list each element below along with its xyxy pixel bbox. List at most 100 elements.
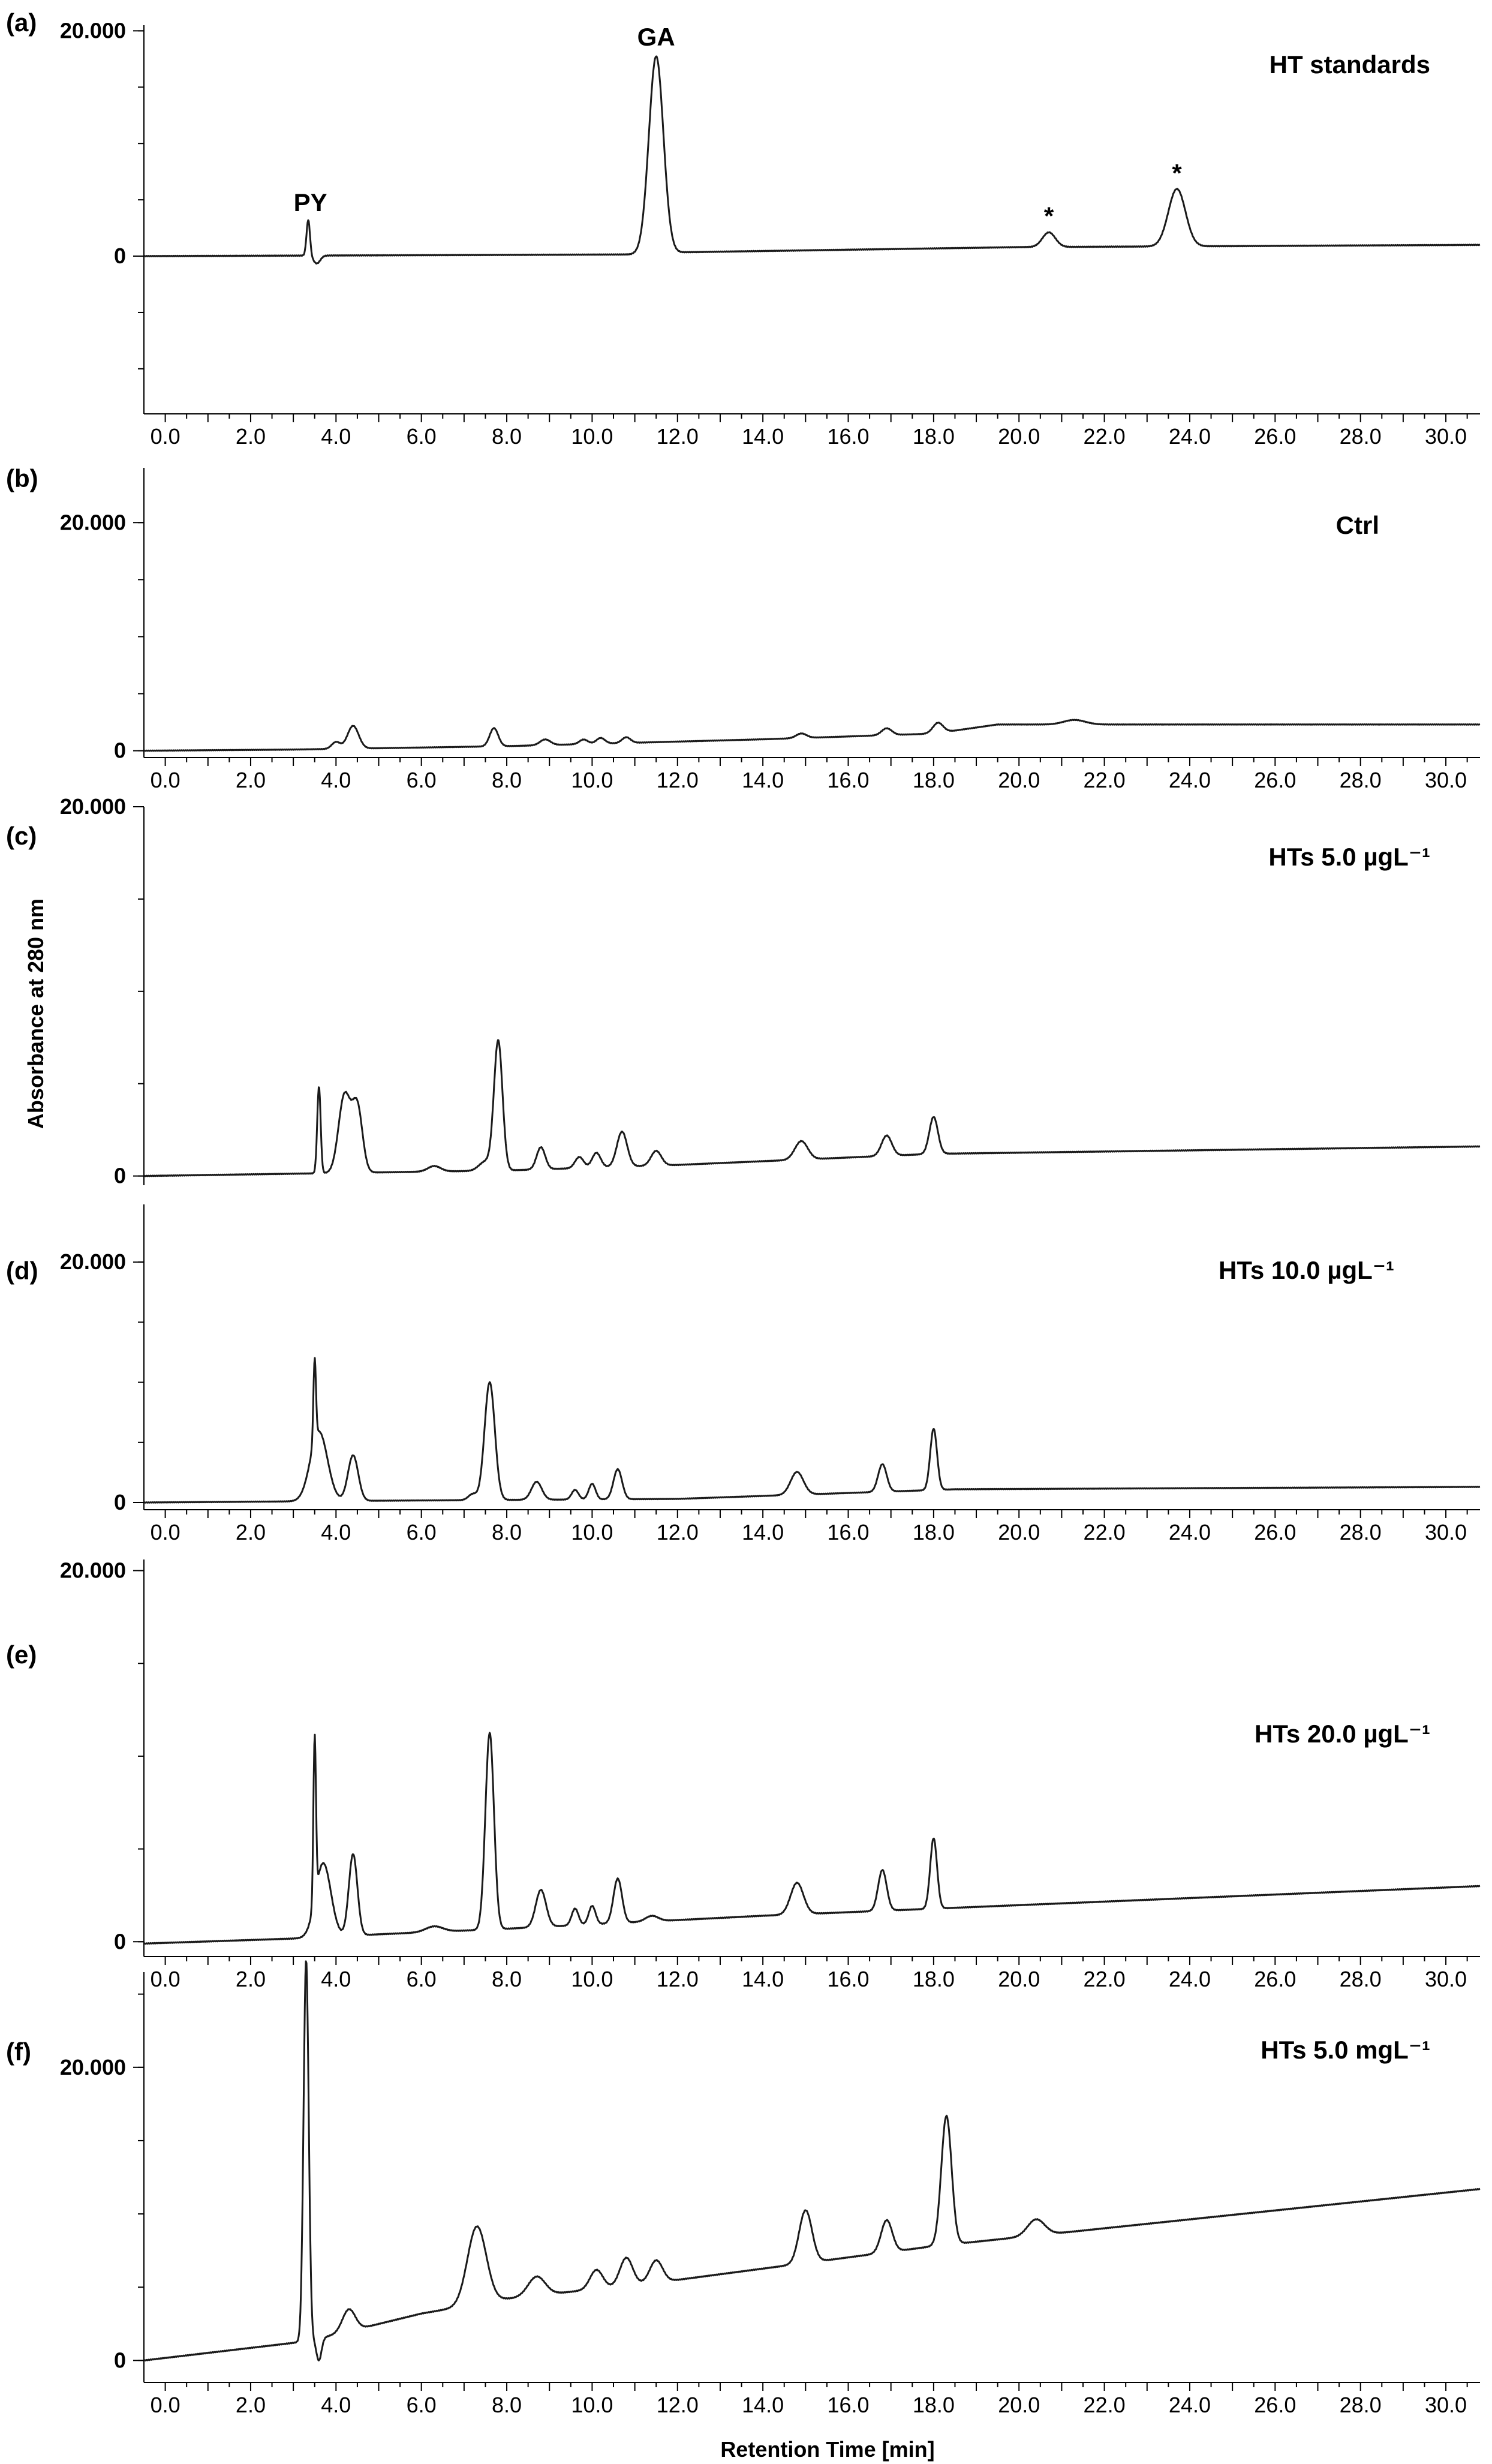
panel-letter: (a) bbox=[6, 8, 37, 37]
x-tick-label: 10.0 bbox=[571, 2393, 613, 2417]
chromatogram-trace bbox=[143, 719, 1481, 752]
y-axis-title: Absorbance at 280 nm bbox=[23, 899, 48, 1129]
x-tick-label: 10.0 bbox=[571, 1967, 613, 1991]
panel-c: (c) 20.000 0 HTs 5.0 µgL⁻¹ bbox=[6, 794, 1481, 1188]
sample-label: HTs 5.0 µgL⁻¹ bbox=[1268, 843, 1430, 871]
y-tick-label: 20.000 bbox=[60, 794, 126, 819]
x-tick-label: 20.0 bbox=[998, 1967, 1040, 1991]
x-tick-label: 24.0 bbox=[1169, 1967, 1211, 1991]
x-tick-label: 24.0 bbox=[1169, 2393, 1211, 2417]
x-tick-label: 26.0 bbox=[1254, 1967, 1296, 1991]
x-tick-label: 8.0 bbox=[492, 1967, 522, 1991]
y-tick-label: 0 bbox=[114, 738, 126, 763]
sample-label: HTs 5.0 mgL⁻¹ bbox=[1261, 2036, 1430, 2064]
x-tick-label: 24.0 bbox=[1169, 768, 1211, 792]
x-tick-label: 30.0 bbox=[1425, 2393, 1467, 2417]
x-tick-label: 4.0 bbox=[321, 1967, 351, 1991]
x-tick-label: 0.0 bbox=[151, 768, 181, 792]
panel-letter: (e) bbox=[6, 1640, 37, 1669]
x-tick-label: 12.0 bbox=[657, 2393, 699, 2417]
x-tick-label: 12.0 bbox=[657, 768, 699, 792]
y-tick-label: 20.000 bbox=[60, 18, 126, 43]
x-tick-label: 28.0 bbox=[1340, 1967, 1382, 1991]
panel-letter: (d) bbox=[6, 1257, 38, 1285]
x-tick-label: 18.0 bbox=[913, 768, 955, 792]
x-tick-label: 10.0 bbox=[571, 424, 613, 449]
x-tick-label: 2.0 bbox=[236, 1967, 266, 1991]
panel-e: (e) 20.000 0 0.0 2.0 4.0 6.0 8.0 10.0 12.0 14.0 16.… bbox=[6, 1558, 1481, 1991]
x-tick-label: 2.0 bbox=[236, 1520, 266, 1544]
x-tick-label: 16.0 bbox=[827, 1520, 869, 1544]
y-tick-label: 0 bbox=[114, 1490, 126, 1515]
x-tick-label: 0.0 bbox=[151, 424, 181, 449]
x-tick-label: 26.0 bbox=[1254, 424, 1296, 449]
x-tick-label: 6.0 bbox=[407, 1520, 437, 1544]
x-tick-label: 26.0 bbox=[1254, 2393, 1296, 2417]
panel-f: (f) 20.000 0 0.0 2.0 4.0 6.0 8.0 10.0 12.0 14.0 16.… bbox=[6, 1960, 1481, 2417]
panel-letter: (c) bbox=[6, 822, 37, 850]
x-tick-label: 20.0 bbox=[998, 1520, 1040, 1544]
x-tick-label: 18.0 bbox=[913, 2393, 955, 2417]
x-tick-label: 0.0 bbox=[151, 2393, 181, 2417]
sample-label: Ctrl bbox=[1336, 511, 1379, 539]
x-tick-label: 24.0 bbox=[1169, 424, 1211, 449]
x-tick-label: 24.0 bbox=[1169, 1520, 1211, 1544]
peak-label: * bbox=[1172, 159, 1182, 187]
x-tick-label: 12.0 bbox=[657, 1967, 699, 1991]
x-tick-label: 8.0 bbox=[492, 2393, 522, 2417]
y-tick-label: 20.000 bbox=[60, 510, 126, 534]
x-tick-label: 10.0 bbox=[571, 768, 613, 792]
x-tick-label: 30.0 bbox=[1425, 1520, 1467, 1544]
x-tick-label: 22.0 bbox=[1084, 768, 1126, 792]
x-tick-label: 2.0 bbox=[236, 424, 266, 449]
sample-label: HT standards bbox=[1270, 50, 1430, 79]
x-tick-label: 28.0 bbox=[1340, 768, 1382, 792]
y-tick-label: 20.000 bbox=[60, 1249, 126, 1274]
x-tick-label: 6.0 bbox=[407, 424, 437, 449]
x-tick-label: 14.0 bbox=[742, 2393, 784, 2417]
x-tick-label: 14.0 bbox=[742, 768, 784, 792]
x-tick-label: 16.0 bbox=[827, 1967, 869, 1991]
x-tick-label: 22.0 bbox=[1084, 1520, 1126, 1544]
x-tick-label: 0.0 bbox=[151, 1967, 181, 1991]
chromatogram-trace bbox=[143, 1732, 1481, 1945]
panel-d: (d) 20.000 0 0.0 2.0 4.0 6.0 8.0 10.0 12.0 14.0 16.… bbox=[6, 1204, 1481, 1544]
x-tick-label: 12.0 bbox=[657, 1520, 699, 1544]
x-tick-label: 16.0 bbox=[827, 2393, 869, 2417]
peak-label: PY bbox=[294, 188, 327, 217]
x-tick-label: 18.0 bbox=[913, 424, 955, 449]
y-tick-label: 0 bbox=[114, 1929, 126, 1954]
x-tick-label: 2.0 bbox=[236, 768, 266, 792]
x-axis-title: Retention Time [min] bbox=[720, 2437, 934, 2462]
y-tick-label: 20.000 bbox=[60, 2055, 126, 2080]
x-tick-label: 14.0 bbox=[742, 1967, 784, 1991]
x-tick-label: 18.0 bbox=[913, 1520, 955, 1544]
x-tick-label: 28.0 bbox=[1340, 424, 1382, 449]
x-tick-label: 22.0 bbox=[1084, 1967, 1126, 1991]
chromatogram-trace bbox=[143, 1039, 1481, 1177]
x-tick-label: 28.0 bbox=[1340, 2393, 1382, 2417]
x-tick-label: 6.0 bbox=[407, 2393, 437, 2417]
y-tick-label: 0 bbox=[114, 2348, 126, 2372]
x-tick-label: 30.0 bbox=[1425, 424, 1467, 449]
x-tick-label: 4.0 bbox=[321, 1520, 351, 1544]
x-tick-label: 2.0 bbox=[236, 2393, 266, 2417]
chromatogram-trace bbox=[143, 1357, 1481, 1504]
y-tick-label: 0 bbox=[114, 1164, 126, 1188]
y-tick-label: 0 bbox=[114, 244, 126, 268]
panel-letter: (f) bbox=[6, 2038, 31, 2066]
x-tick-label: 20.0 bbox=[998, 2393, 1040, 2417]
x-tick-label: 30.0 bbox=[1425, 1967, 1467, 1991]
x-tick-label: 22.0 bbox=[1084, 2393, 1126, 2417]
x-tick-label: 26.0 bbox=[1254, 1520, 1296, 1544]
panel-letter: (b) bbox=[6, 464, 38, 492]
x-tick-label: 16.0 bbox=[827, 768, 869, 792]
x-tick-label: 8.0 bbox=[492, 424, 522, 449]
x-tick-label: 0.0 bbox=[151, 1520, 181, 1544]
x-tick-label: 28.0 bbox=[1340, 1520, 1382, 1544]
x-tick-label: 10.0 bbox=[571, 1520, 613, 1544]
x-tick-label: 26.0 bbox=[1254, 768, 1296, 792]
x-tick-label: 6.0 bbox=[407, 1967, 437, 1991]
